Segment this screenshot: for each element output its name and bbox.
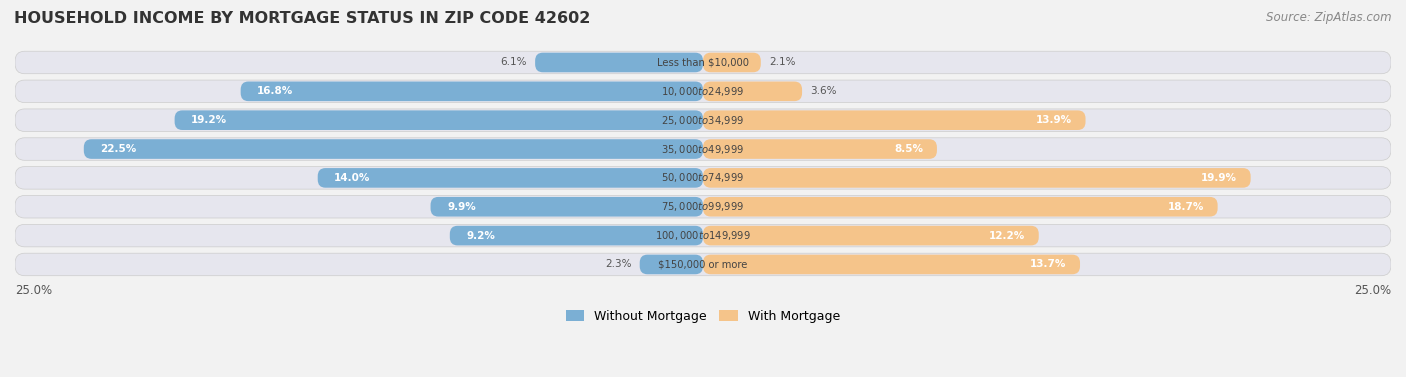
FancyBboxPatch shape [640,254,703,274]
Text: 19.2%: 19.2% [191,115,228,125]
Legend: Without Mortgage, With Mortgage: Without Mortgage, With Mortgage [561,305,845,328]
Text: 2.3%: 2.3% [605,259,631,270]
Text: 6.1%: 6.1% [501,57,527,67]
FancyBboxPatch shape [703,197,1218,216]
FancyBboxPatch shape [703,53,761,72]
FancyBboxPatch shape [703,168,1251,188]
Text: $50,000 to $74,999: $50,000 to $74,999 [661,172,745,184]
FancyBboxPatch shape [450,226,703,245]
Text: 2.1%: 2.1% [769,57,796,67]
Text: 25.0%: 25.0% [1354,284,1391,297]
FancyBboxPatch shape [703,226,1039,245]
Text: $75,000 to $99,999: $75,000 to $99,999 [661,200,745,213]
Text: 9.9%: 9.9% [447,202,475,212]
FancyBboxPatch shape [703,139,936,159]
Text: 9.2%: 9.2% [467,231,495,241]
Text: 12.2%: 12.2% [988,231,1025,241]
FancyBboxPatch shape [174,110,703,130]
FancyBboxPatch shape [703,81,801,101]
Text: 8.5%: 8.5% [894,144,924,154]
FancyBboxPatch shape [15,167,1391,189]
FancyBboxPatch shape [15,253,1391,276]
FancyBboxPatch shape [703,110,1085,130]
FancyBboxPatch shape [15,196,1391,218]
Text: Less than $10,000: Less than $10,000 [657,57,749,67]
Text: 19.9%: 19.9% [1201,173,1237,183]
Text: $100,000 to $149,999: $100,000 to $149,999 [655,229,751,242]
Text: 22.5%: 22.5% [100,144,136,154]
FancyBboxPatch shape [430,197,703,216]
FancyBboxPatch shape [15,80,1391,103]
FancyBboxPatch shape [15,109,1391,132]
FancyBboxPatch shape [15,224,1391,247]
FancyBboxPatch shape [15,51,1391,74]
Text: 16.8%: 16.8% [257,86,294,97]
Text: 13.7%: 13.7% [1029,259,1066,270]
Text: 18.7%: 18.7% [1167,202,1204,212]
Text: 13.9%: 13.9% [1036,115,1071,125]
FancyBboxPatch shape [536,53,703,72]
Text: HOUSEHOLD INCOME BY MORTGAGE STATUS IN ZIP CODE 42602: HOUSEHOLD INCOME BY MORTGAGE STATUS IN Z… [14,11,591,26]
FancyBboxPatch shape [240,81,703,101]
FancyBboxPatch shape [15,138,1391,160]
Text: 3.6%: 3.6% [810,86,837,97]
Text: Source: ZipAtlas.com: Source: ZipAtlas.com [1267,11,1392,24]
Text: 25.0%: 25.0% [15,284,52,297]
Text: $150,000 or more: $150,000 or more [658,259,748,270]
FancyBboxPatch shape [703,254,1080,274]
Text: $35,000 to $49,999: $35,000 to $49,999 [661,143,745,156]
FancyBboxPatch shape [318,168,703,188]
Text: $10,000 to $24,999: $10,000 to $24,999 [661,85,745,98]
Text: $25,000 to $34,999: $25,000 to $34,999 [661,114,745,127]
Text: 14.0%: 14.0% [335,173,371,183]
FancyBboxPatch shape [84,139,703,159]
